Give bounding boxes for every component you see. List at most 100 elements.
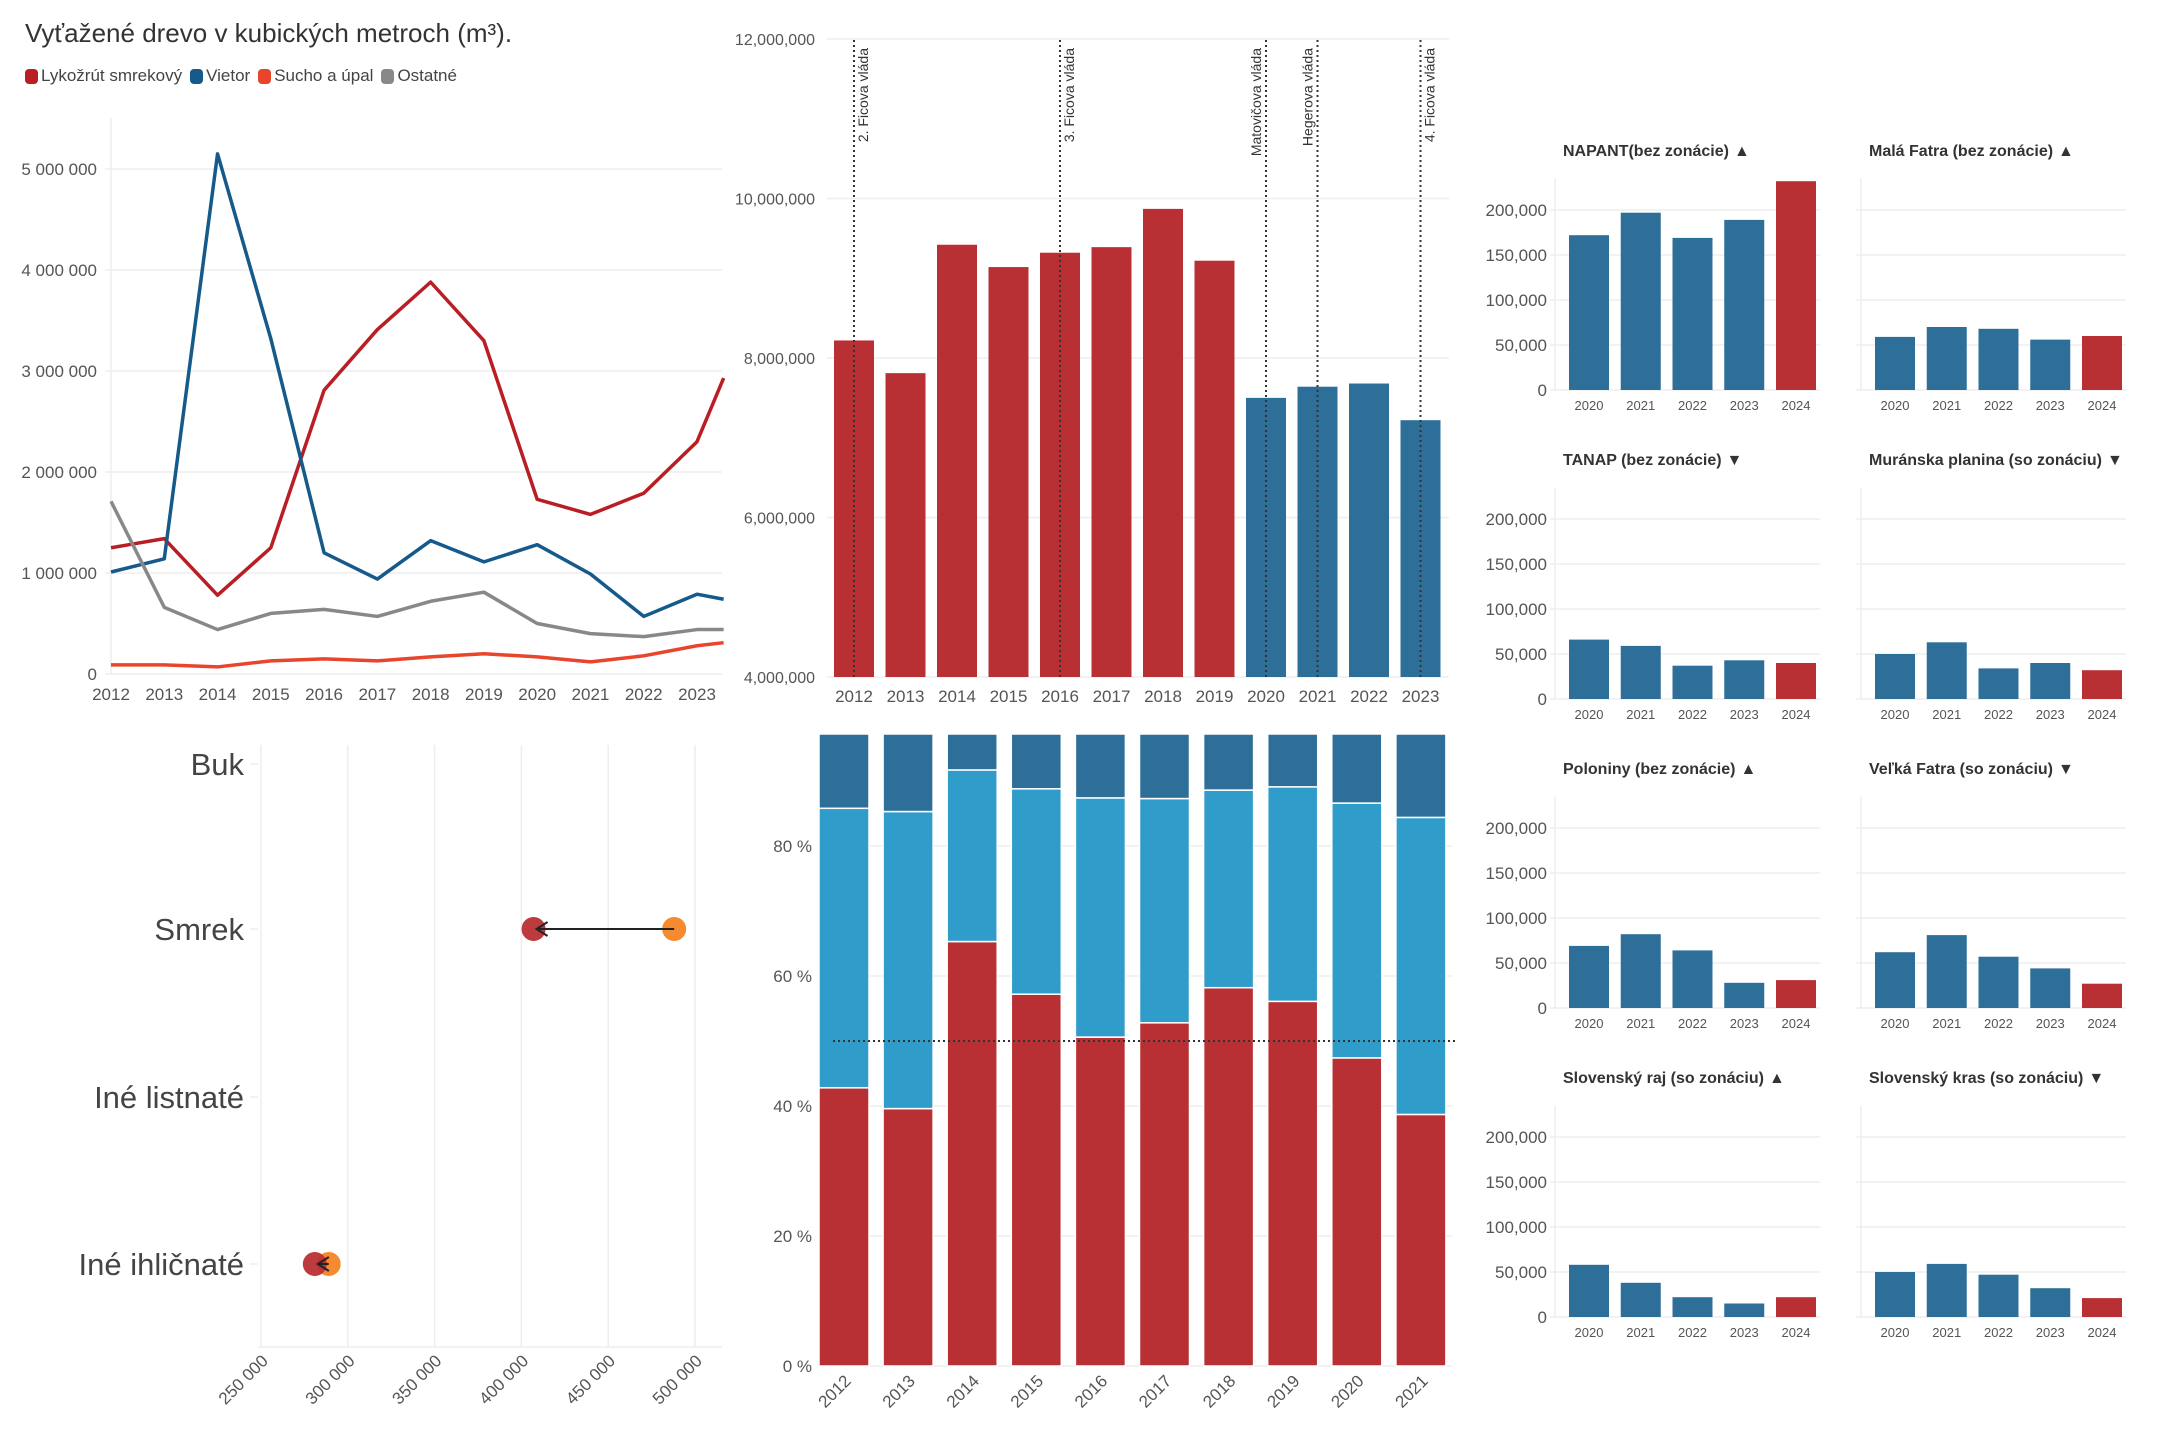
bar (1776, 663, 1816, 699)
bar (1978, 668, 2019, 699)
panel-title-text: Muránska planina (so zonáciu) (1869, 452, 2102, 469)
bar (1672, 665, 1713, 699)
y-tick-label: 40 % (773, 1097, 812, 1116)
stacked-segment (818, 1087, 870, 1367)
x-tick-label: 2021 (1932, 1016, 1961, 1031)
x-tick-label: 2020 (1575, 398, 1604, 413)
change-arrow-head (315, 1256, 330, 1272)
panel-title-text: Slovenský kras (so zonáciu) (1869, 1070, 2083, 1087)
line-chart-title: Vyťažené drevo v kubických metroch (m³). (25, 18, 513, 48)
legend-label: Sucho a úpal (274, 66, 374, 85)
series-line (109, 500, 724, 639)
to-dot (521, 917, 546, 941)
legend-item: Vietor (190, 66, 250, 86)
y-tick-label: 0 (88, 665, 97, 684)
bar (1569, 1264, 1609, 1317)
bar (1569, 235, 1609, 390)
bar (1776, 980, 1816, 1008)
y-tick-label: 5 000 000 (21, 160, 97, 179)
x-tick-label: 2020 (1881, 398, 1910, 413)
x-tick-label: 2020 (1575, 1325, 1604, 1340)
bar (2030, 339, 2071, 390)
x-tick-label: 2015 (1007, 1371, 1047, 1411)
bar (2030, 663, 2071, 699)
y-tick-label: 200,000 (1486, 201, 1547, 220)
legend-swatch (25, 68, 38, 84)
bar (1978, 1274, 2019, 1317)
bar (1724, 660, 1765, 699)
bar (1620, 212, 1661, 390)
x-tick-label: 2024 (1782, 1325, 1811, 1340)
y-tick-label: 50,000 (1495, 1263, 1547, 1282)
annotation-label: 4. Ficova vláda (1422, 48, 1438, 142)
panel-title: Slovenský kras (so zonáciu) ▼ (1869, 1070, 2104, 1087)
stacked-segment (1331, 1057, 1383, 1367)
x-tick-label: 2021 (1932, 398, 1961, 413)
bar (1672, 1297, 1713, 1317)
legend-swatch (381, 68, 395, 84)
x-tick-label: 2020 (1881, 1016, 1910, 1031)
x-tick-label: 2016 (1041, 687, 1079, 706)
annotation-label: Hegerova vláda (1300, 48, 1316, 146)
panel-title-text: NAPANT(bez zonácie) (1563, 143, 1729, 160)
bar (988, 267, 1029, 677)
x-tick-label: 2018 (1144, 687, 1182, 706)
trend-icon: ▼ (2107, 452, 2123, 469)
y-tick-label: 8,000,000 (744, 351, 815, 368)
y-tick-label: 100,000 (1486, 1218, 1547, 1237)
x-tick-label: 2023 (1730, 1016, 1759, 1031)
annotation-label: 2. Ficova vláda (855, 48, 871, 142)
x-tick-label: 2012 (92, 685, 130, 704)
stacked-segment (1010, 993, 1063, 1367)
legend-swatch (258, 68, 272, 84)
x-tick-label: 2021 (1626, 707, 1655, 722)
legend-item: Lykožrút smrekový (25, 66, 182, 86)
stacked-segment (818, 807, 870, 1089)
panel-title-text: Slovenský raj (so zonáciu) (1563, 1070, 1764, 1087)
bar (1672, 237, 1713, 390)
x-tick-label: 2023 (1730, 707, 1759, 722)
y-tick-label: 2 000 000 (21, 463, 97, 482)
x-tick-label: 2024 (2088, 707, 2117, 722)
stacked-segment (1138, 733, 1191, 800)
stacked-segment (946, 733, 998, 771)
trend-icon: ▼ (2058, 761, 2074, 778)
y-tick-label: 10,000,000 (735, 192, 815, 209)
x-tick-label: 2024 (2088, 1016, 2117, 1031)
x-tick-label: 2020 (1881, 1325, 1910, 1340)
bar (2030, 968, 2071, 1008)
bar (2082, 670, 2122, 699)
x-tick-label: 2013 (887, 687, 925, 706)
legend-swatch (190, 68, 204, 84)
x-tick-label: 2021 (1299, 687, 1337, 706)
series-line (110, 152, 724, 619)
y-tick-label: 50,000 (1495, 645, 1547, 664)
stacked-segment (1074, 1036, 1127, 1367)
x-tick-label: 2024 (1782, 707, 1811, 722)
legend-label: Ostatné (397, 66, 457, 85)
bar (1724, 982, 1765, 1008)
stacked-segment (946, 769, 998, 943)
stacked-segment (1138, 797, 1191, 1024)
x-tick-label: 2020 (1327, 1371, 1367, 1411)
bar (1875, 1272, 1915, 1317)
bar (1349, 383, 1389, 677)
x-tick-label: 2022 (1984, 1325, 2013, 1340)
bar (2082, 1298, 2122, 1317)
y-tick-label: 6,000,000 (744, 511, 815, 528)
y-tick-label: 150,000 (1486, 1173, 1547, 1192)
y-tick-label: 1 000 000 (21, 564, 97, 583)
x-tick-label: 2022 (1678, 1016, 1707, 1031)
x-tick-label: 2023 (1402, 687, 1440, 706)
panel-title-text: Veľká Fatra (so zonáciu) (1869, 761, 2053, 778)
trend-icon: ▲ (1734, 143, 1750, 160)
bar (1776, 1297, 1816, 1317)
bar (1091, 247, 1132, 677)
trend-icon: ▼ (1727, 452, 1743, 469)
x-tick-label: 2018 (412, 685, 450, 704)
annotation-label: 3. Ficova vláda (1061, 48, 1077, 142)
bar (1143, 208, 1183, 677)
stacked-segment (882, 733, 934, 813)
stacked-segment (1331, 802, 1383, 1059)
